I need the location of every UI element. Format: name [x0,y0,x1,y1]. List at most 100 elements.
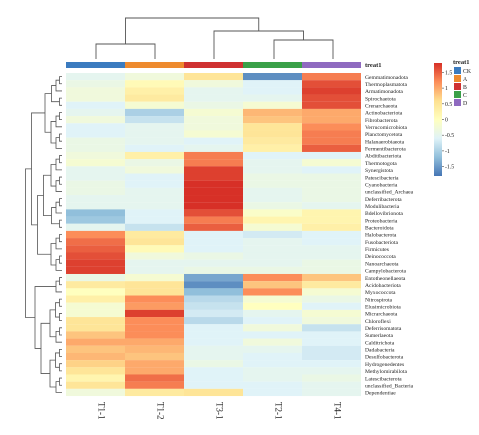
heatmap-cells [66,73,361,397]
heatmap-cell [243,388,302,397]
row-label: Deferribacterota [365,196,402,203]
heatmap-cell [125,352,184,361]
row-label: Bdellovibrionota [365,211,403,217]
heatmap-cell [66,273,125,282]
heatmap-cell [184,202,243,210]
heatmap-cell [243,259,302,267]
heatmap-cell [184,137,243,145]
column-label: T1-2 [156,402,166,420]
heatmap-cell [66,374,125,382]
heatmap-cell [125,166,184,174]
heatmap-cell [184,259,243,267]
row-label: unclassified_Bacteria [365,382,414,389]
heatmap-cell [243,230,302,239]
row-label: Bacteroidota [365,226,394,232]
heatmap-cell [302,116,361,124]
row-dendro-link [50,121,56,144]
heatmap-cell [125,80,184,88]
row-label: Myxococcota [365,290,396,296]
row-label: Dependentiae [365,391,396,397]
heatmap-cell [184,116,243,124]
group-legend-swatch [454,91,461,98]
row-dendro-link [55,352,60,368]
annotation-bar [66,62,361,68]
row-label: Planctomycetota [365,132,403,138]
group-legend-title: treat1 [453,59,469,66]
heatmap-cell [302,187,361,196]
row-label: Fermentibacterota [365,147,406,153]
row-label: Methylomirabilota [365,369,407,375]
row-label: Abditibacteriota [365,154,402,160]
row-dendro-link [34,286,56,349]
row-dendro-link [59,298,62,307]
heatmap-cell [66,173,125,181]
heatmap-cell [125,309,184,318]
row-dendro-link [59,97,62,106]
heatmap-cell [243,360,302,368]
heatmap-cell [125,367,184,375]
row-label: Modulibacteria [365,204,400,210]
heatmap-cell [125,273,184,282]
heatmap-cell [66,360,125,368]
row-dendro-link [50,243,56,266]
heatmap-cell [243,317,302,325]
heatmap-cell [184,87,243,95]
row-dendro-link [55,79,62,92]
heatmap-cell [125,144,184,153]
heatmap-cell [66,252,125,260]
heatmap-cell [302,159,361,167]
heatmap-cell [184,108,243,117]
row-label: Elusimicrobiota [365,304,401,310]
heatmap-cell [302,73,361,81]
heatmap-cell [302,245,361,253]
heatmap-cell [184,266,243,275]
row-label: Fibrobacterota [365,118,398,124]
heatmap-cell [125,288,184,296]
heatmap-cell [302,302,361,310]
annotation-cell [66,62,125,68]
heatmap-cell [184,180,243,188]
row-label: Acidobacteriota [365,283,401,289]
row-dendro-link [55,158,62,171]
heatmap-cell [243,101,302,109]
heatmap-cell [66,238,125,246]
heatmap-cell [243,338,302,346]
row-dendro-link [59,327,62,336]
heatmap-cell [66,338,125,346]
heatmap-cell [125,108,184,117]
col-dendro-link [125,17,260,44]
row-label: Crenarchaeota [365,104,398,110]
heatmap-cell [66,288,125,296]
heatmap-cell [302,195,361,203]
annotation-cell [302,62,361,68]
heatmap-cell [66,295,125,303]
heatmap-cell [66,331,125,339]
heatmap-cell [243,331,302,339]
heatmap-cell [125,295,184,303]
color-scale-tick-label: 1.5 [445,70,452,76]
heatmap-cell [243,324,302,332]
heatmap-cell [66,352,125,361]
heatmap-cell [184,338,243,346]
heatmap-cell [125,137,184,145]
heatmap-cell [243,209,302,217]
heatmap-cell [184,159,243,167]
heatmap-cell [243,252,302,260]
row-label: Entotheonellaeota [365,276,406,282]
row-dendro-link [59,255,62,264]
heatmap-cell [184,173,243,181]
heatmap-cell [184,295,243,303]
heatmap-cell [302,252,361,260]
heatmap-cell [302,295,361,303]
heatmap-cell [66,130,125,138]
heatmap-cell [302,108,361,117]
heatmap-cell [66,166,125,174]
heatmap-cell [184,230,243,239]
row-dendro-link [51,85,60,103]
heatmap-cell [125,259,184,267]
heatmap-cell [66,317,125,325]
row-label: Armatimonadota [365,89,403,95]
heatmap-cell [243,216,302,224]
heatmap-cell [184,94,243,102]
heatmap-cell [184,166,243,174]
